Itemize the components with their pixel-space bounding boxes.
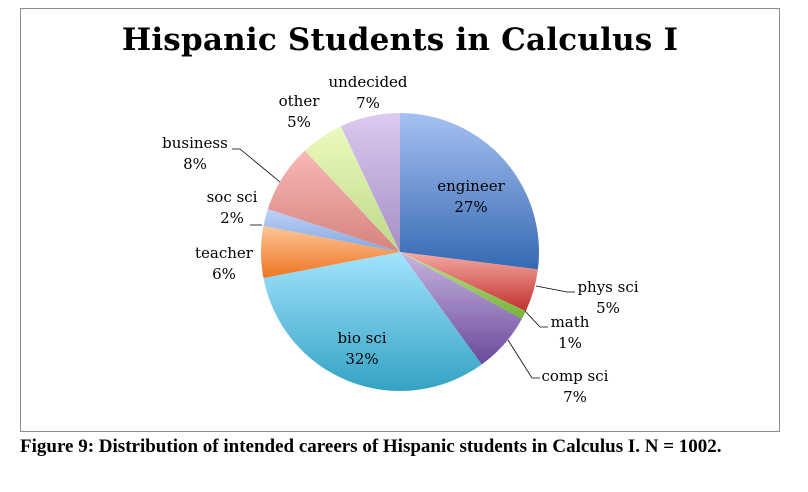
pie-slice-other: [304, 126, 400, 252]
leader-line-business: [232, 148, 281, 183]
data-label-math: math 1%: [551, 313, 590, 352]
data-label-soc-sci: soc sci 2%: [207, 188, 258, 227]
pie-slice-comp-sci: [400, 252, 522, 365]
pie-slice-business: [267, 150, 400, 252]
data-label-other: other 5%: [279, 92, 321, 131]
data-label-business: business 8%: [162, 134, 228, 173]
data-label-engineer: engineer 27%: [437, 177, 505, 216]
pie-slice-undecided: [340, 113, 400, 252]
data-label-phys-sci: phys sci 5%: [577, 278, 638, 317]
pie-slice-teacher: [261, 225, 400, 279]
chart-frame: [20, 8, 780, 432]
chart-title: Hispanic Students in Calculus I: [121, 22, 679, 58]
leader-line-phys-sci: [535, 285, 575, 293]
pie-slice-bio-sci: [263, 252, 482, 391]
pie-slice-phys-sci: [400, 252, 538, 312]
figure-caption: Figure 9: Distribution of intended caree…: [20, 436, 722, 457]
data-label-undecided: undecided 7%: [328, 73, 407, 112]
data-label-comp-sci: comp sci 7%: [542, 367, 609, 406]
leader-line-comp-sci: [507, 339, 540, 379]
leader-line-math: [524, 310, 548, 328]
pie-slice-engineer: [400, 113, 539, 270]
data-label-teacher: teacher 6%: [195, 244, 254, 283]
pie-slice-soc-sci: [263, 209, 400, 252]
data-label-bio-sci: bio sci 32%: [337, 329, 386, 368]
pie-slice-math: [400, 252, 526, 319]
